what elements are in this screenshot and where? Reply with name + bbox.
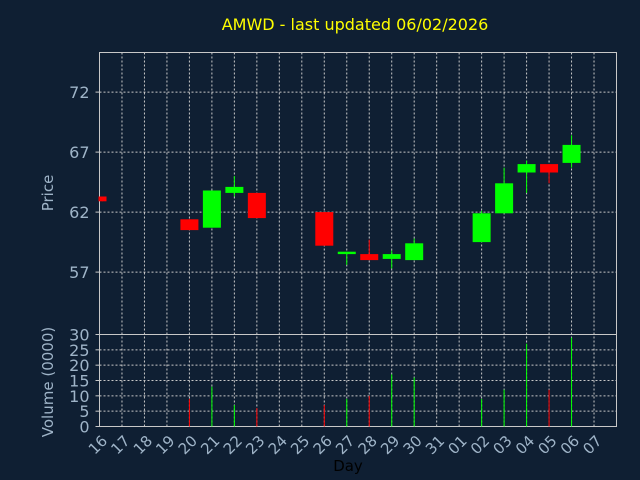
- candle-body: [315, 212, 334, 246]
- candle-body: [495, 183, 514, 214]
- volume-tick-label: 10: [69, 387, 89, 406]
- candle-body: [225, 186, 244, 193]
- x-tick-label: 07: [579, 432, 605, 458]
- chart-title: AMWD - last updated 06/02/2026: [222, 15, 489, 34]
- candle-body: [180, 219, 199, 231]
- volume-tick-label: 30: [69, 326, 89, 345]
- candle-body: [540, 164, 559, 173]
- candle-body: [472, 213, 491, 243]
- x-ticks: 1617181920212223242526272829303101020304…: [85, 432, 606, 458]
- price-grid: [99, 91, 617, 273]
- volume-axis-label: Volume (0000): [39, 327, 57, 437]
- price-tick-label: 72: [69, 83, 89, 102]
- candle-body: [382, 254, 401, 259]
- price-panel-frame: [99, 52, 617, 335]
- candle-body: [247, 192, 266, 219]
- candle-body: [562, 144, 581, 163]
- price-axis-label: Price: [39, 175, 57, 212]
- day-gridlines: [121, 52, 595, 427]
- price-tick-label: 67: [69, 143, 89, 162]
- volume-tick-label: 25: [69, 341, 89, 360]
- price-tick-label: 57: [69, 263, 89, 282]
- candle-body: [98, 196, 107, 202]
- volume-tick-label: 15: [69, 372, 89, 391]
- x-axis-label: Day: [333, 457, 363, 475]
- volume-tick-label: 20: [69, 356, 89, 375]
- candle-body: [202, 190, 221, 228]
- volume-bars: [188, 337, 573, 427]
- price-tick-label: 62: [69, 203, 89, 222]
- candle-body: [405, 243, 424, 261]
- candle-body: [337, 251, 356, 255]
- volume-tick-label: 5: [79, 402, 89, 421]
- candle-body: [517, 164, 536, 173]
- price-y-ticks: 57 62 67 72: [69, 83, 100, 282]
- volume-tick-label: 0: [79, 418, 89, 437]
- candles: [98, 135, 581, 269]
- volume-grid: [99, 334, 617, 427]
- candle-body: [360, 254, 379, 261]
